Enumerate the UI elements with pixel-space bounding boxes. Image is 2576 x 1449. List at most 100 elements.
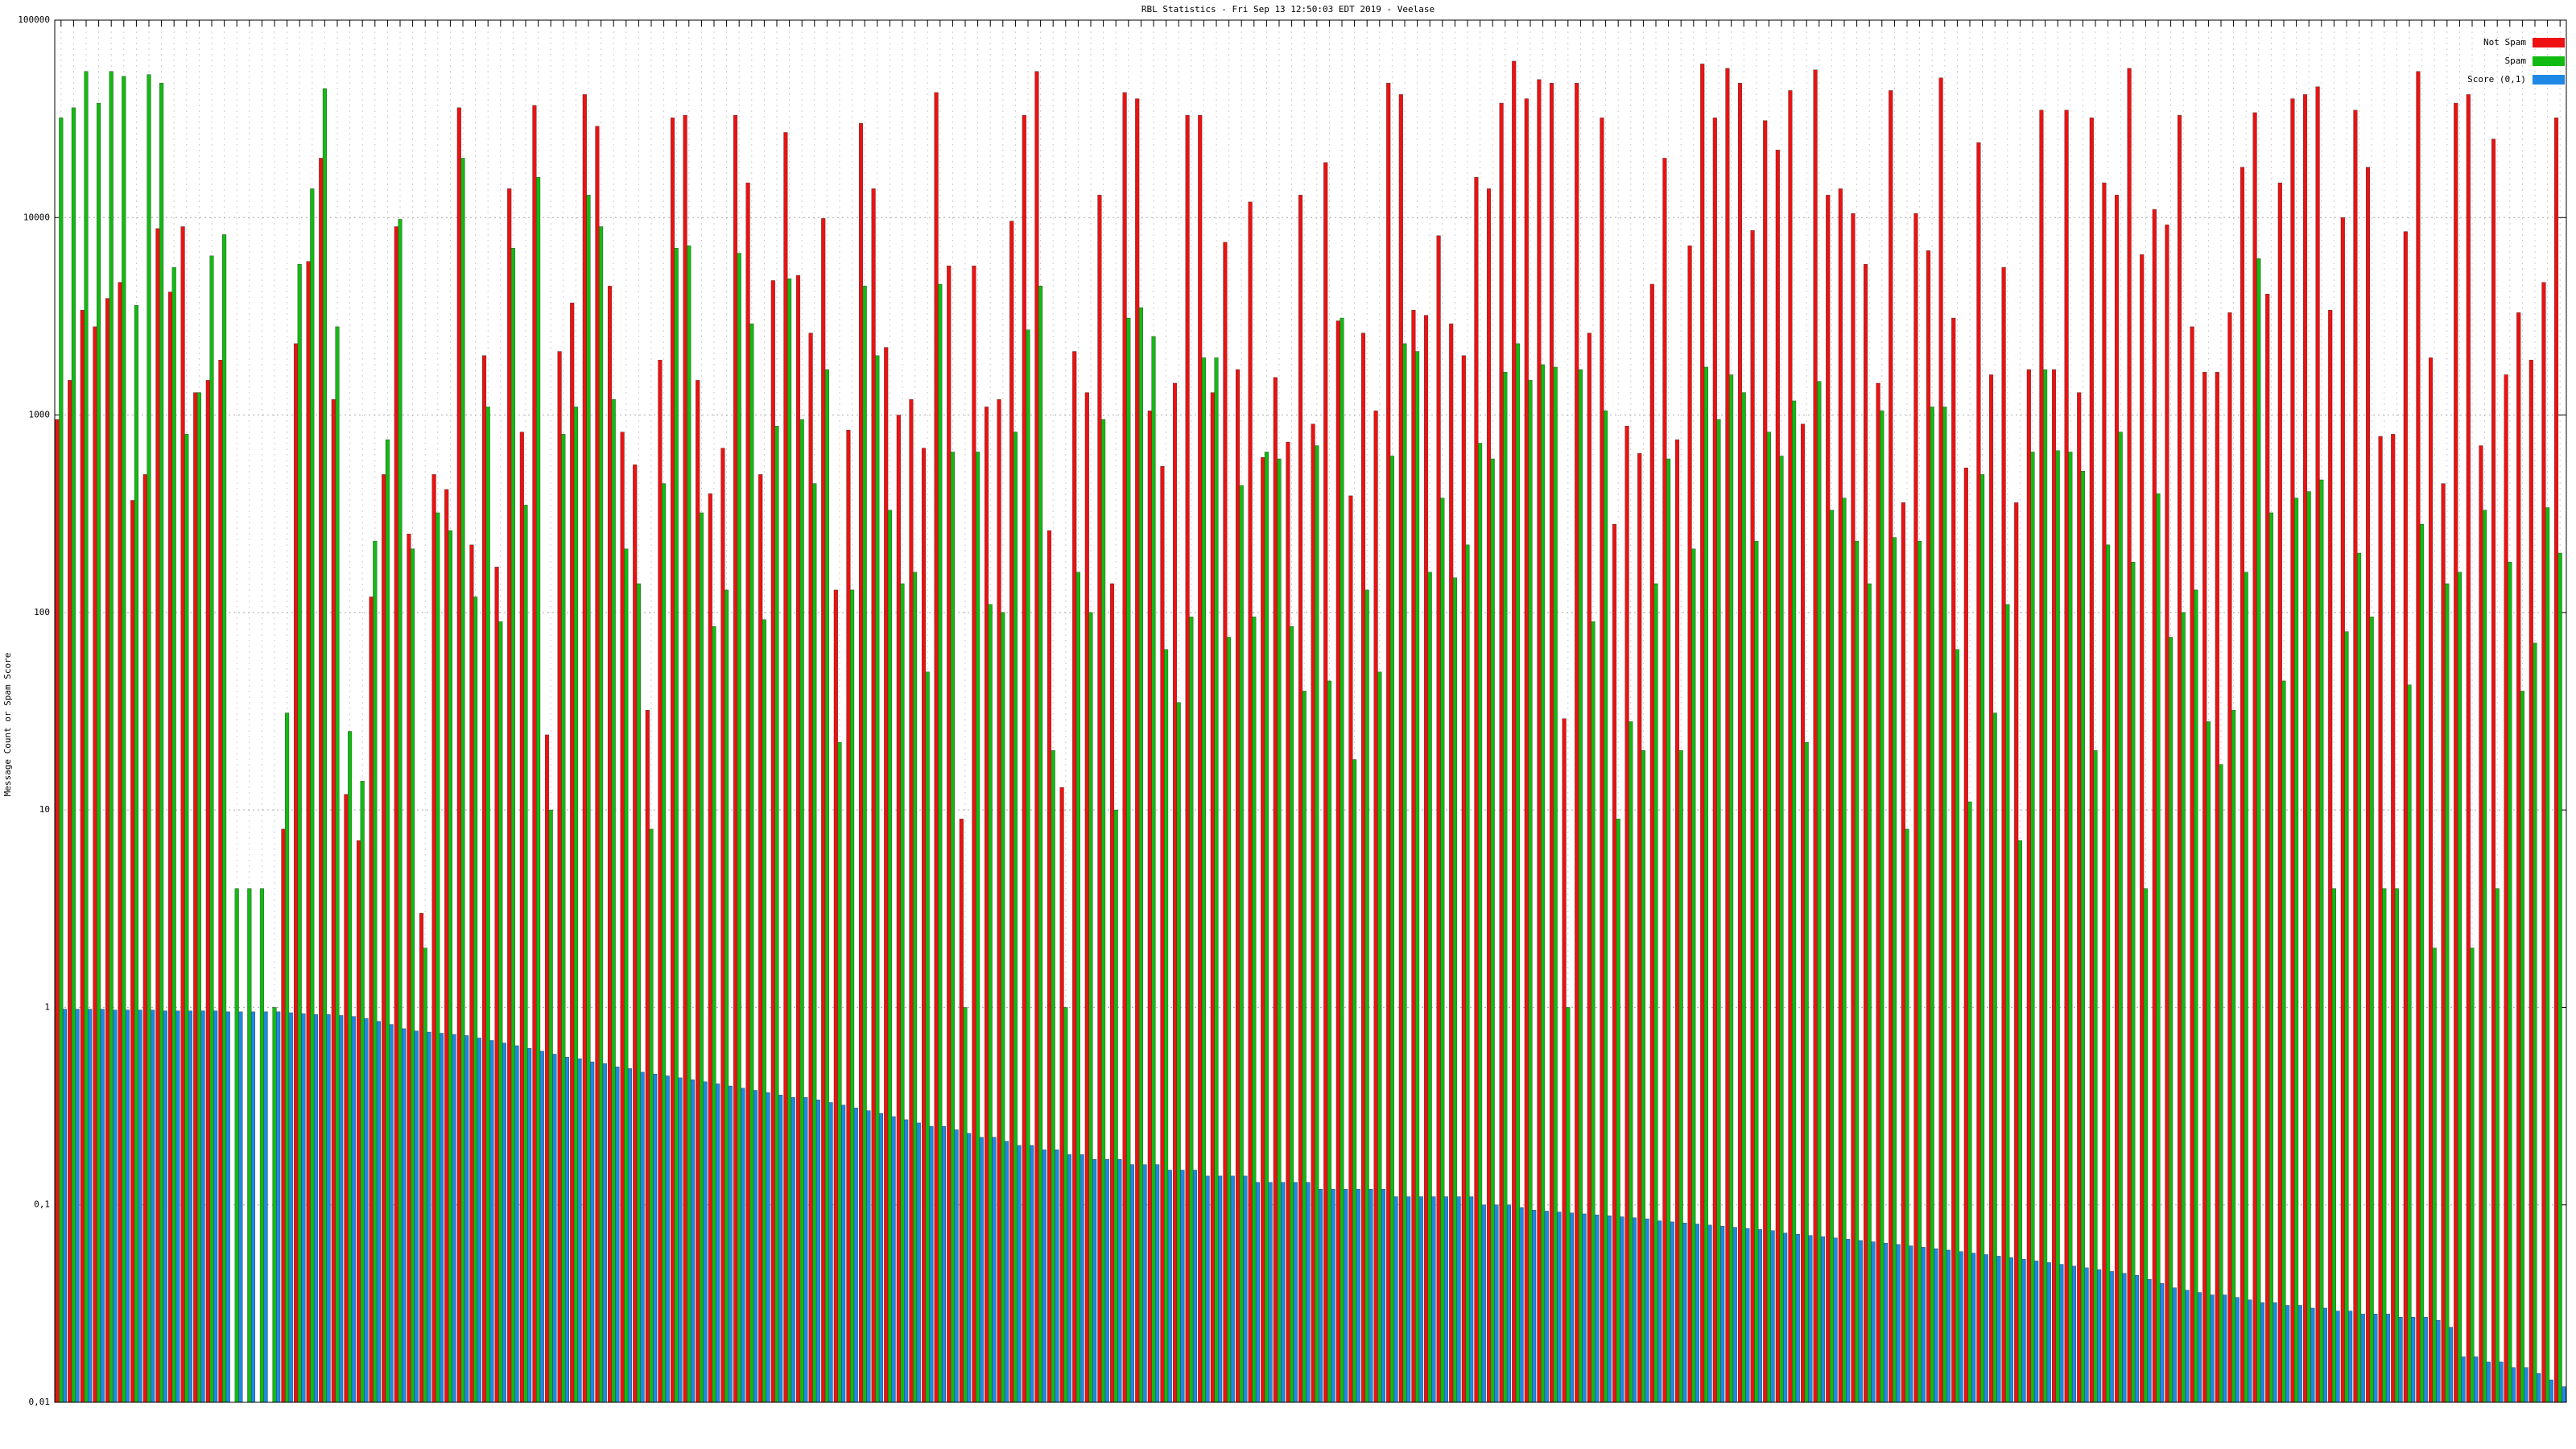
bar: [1838, 188, 1843, 1403]
bar: [485, 407, 490, 1403]
bar: [2235, 1297, 2240, 1403]
bar: [1080, 1154, 1084, 1403]
bar: [2043, 369, 2048, 1403]
bar: [1813, 69, 1818, 1403]
bar: [1331, 1189, 1335, 1403]
bar: [2260, 1302, 2265, 1403]
bar: [369, 597, 374, 1403]
chart-title: RBL Statistics - Fri Sep 13 12:50:03 EDT…: [1141, 4, 1435, 14]
bar: [2194, 589, 2198, 1403]
bar: [167, 291, 173, 1403]
bar: [1855, 540, 1860, 1403]
bar: [674, 248, 679, 1403]
bar: [1192, 1170, 1198, 1403]
bar: [1255, 1182, 1261, 1403]
bar: [159, 82, 164, 1403]
bar: [2185, 1290, 2190, 1403]
bar: [1506, 1204, 1512, 1403]
bar: [2411, 1316, 2416, 1403]
bar: [1092, 1158, 1097, 1403]
bar: [1122, 92, 1127, 1403]
bar: [394, 226, 398, 1403]
bar: [376, 1021, 382, 1403]
bar: [1356, 1189, 1360, 1403]
bar: [1629, 721, 1633, 1403]
bar: [2454, 102, 2458, 1403]
bar: [427, 1031, 431, 1403]
bar: [1436, 235, 1441, 1403]
bar: [2210, 1294, 2215, 1403]
bar: [1160, 466, 1165, 1403]
bar: [373, 540, 378, 1403]
bar: [875, 355, 880, 1403]
bar: [469, 544, 474, 1403]
bar: [2432, 947, 2437, 1403]
bar: [1595, 1214, 1600, 1403]
bar: [532, 105, 537, 1403]
bar: [2046, 1262, 2051, 1403]
bar: [1248, 201, 1253, 1403]
bar: [2001, 266, 2006, 1403]
bar: [2068, 452, 2073, 1403]
bar: [665, 1075, 670, 1403]
bar: [1030, 1145, 1034, 1403]
bar: [687, 246, 691, 1403]
bar: [716, 1084, 720, 1403]
bar: [2140, 254, 2145, 1403]
bar: [301, 1013, 306, 1403]
bar: [326, 1014, 331, 1403]
bar: [2109, 1271, 2114, 1403]
bar: [1352, 759, 1357, 1403]
bar: [1198, 114, 1203, 1403]
bar: [1578, 369, 1583, 1403]
bar: [1876, 382, 1880, 1403]
bar: [2202, 372, 2207, 1403]
bar: [2331, 888, 2336, 1403]
bar: [234, 888, 239, 1403]
bar: [2106, 544, 2111, 1403]
bar: [1344, 1189, 1348, 1403]
bar: [1456, 1196, 1461, 1403]
bar: [1720, 1225, 1725, 1403]
bar: [2511, 1367, 2516, 1403]
bar: [2541, 282, 2546, 1403]
bar: [1519, 1207, 1524, 1403]
bar: [398, 219, 402, 1403]
bar: [1984, 1254, 1988, 1403]
bar: [109, 71, 114, 1403]
bar: [2172, 1287, 2177, 1403]
bar: [310, 188, 315, 1403]
bar: [481, 355, 487, 1403]
bar: [2026, 369, 2031, 1403]
bar: [80, 310, 85, 1403]
bar: [1440, 497, 1445, 1403]
bar: [1566, 1007, 1571, 1403]
bar: [1757, 1229, 1763, 1403]
bar: [778, 1095, 783, 1403]
bar: [2071, 1265, 2077, 1403]
y-tick-label: 0,01: [29, 1397, 51, 1407]
bar: [2244, 572, 2248, 1403]
bar: [1038, 286, 1043, 1403]
legend-swatch: [2533, 38, 2565, 47]
bar: [1138, 307, 1143, 1403]
bar: [225, 1011, 230, 1403]
bar: [439, 1033, 444, 1403]
bar: [1682, 1222, 1687, 1403]
bar: [539, 1051, 544, 1403]
bar: [762, 619, 766, 1403]
y-tick-label: 10: [39, 804, 50, 815]
bar: [180, 226, 185, 1403]
bar: [1770, 1230, 1775, 1403]
bar: [2097, 1269, 2102, 1403]
bar: [175, 1010, 180, 1403]
bar: [1180, 1170, 1185, 1403]
bar: [1666, 458, 1671, 1403]
bar: [853, 1107, 858, 1403]
bar: [1230, 1175, 1235, 1403]
bar: [238, 1011, 243, 1403]
bar: [1607, 1216, 1612, 1403]
bar: [1189, 617, 1194, 1403]
bar: [624, 548, 629, 1403]
plot-frame: [54, 19, 2567, 1403]
